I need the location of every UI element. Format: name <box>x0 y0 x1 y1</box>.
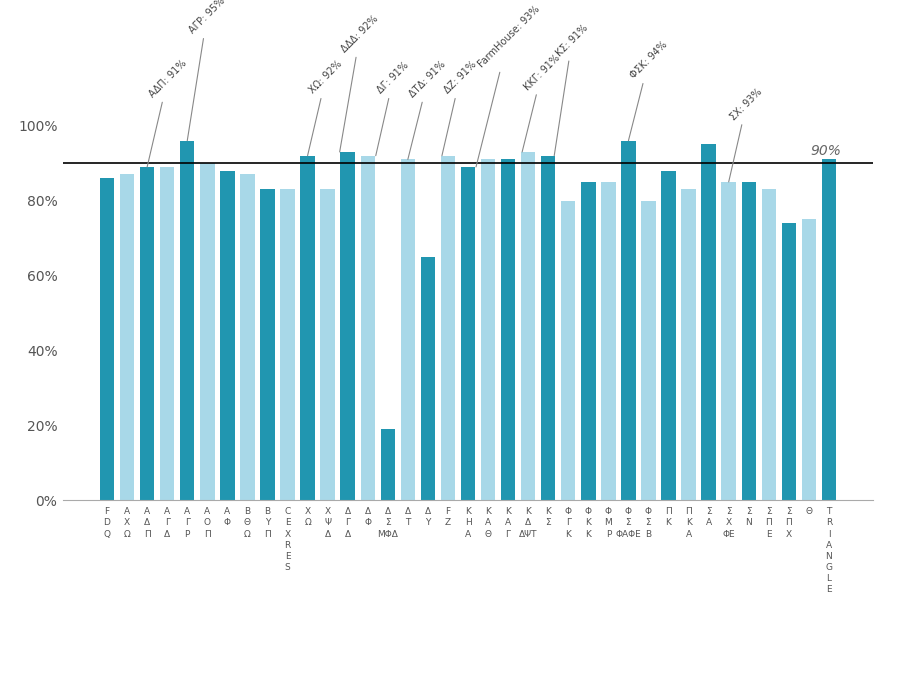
Text: AΓΡ: 95%: AΓΡ: 95% <box>187 0 227 140</box>
Text: Σ
Α: Σ Α <box>706 507 712 539</box>
Text: Σ
Π
X: Σ Π X <box>786 507 792 539</box>
Bar <box>761 190 776 500</box>
Text: AΔΠ: 91%: AΔΠ: 91% <box>147 58 188 167</box>
Bar <box>220 171 235 500</box>
Text: C
Ε
X
R
E
S: C Ε X R E S <box>284 507 291 572</box>
Bar <box>581 182 596 500</box>
Bar <box>662 171 676 500</box>
Bar <box>822 159 836 500</box>
Bar <box>361 156 375 500</box>
Text: X
Ψ
Δ: X Ψ Δ <box>324 507 331 539</box>
Text: ΦΣK: 94%: ΦΣK: 94% <box>628 40 670 140</box>
Bar <box>340 152 355 500</box>
Text: K
Δ
ΔΨT: K Δ ΔΨT <box>519 507 537 539</box>
Text: XΩ: 92%: XΩ: 92% <box>308 59 345 156</box>
Bar <box>541 156 555 500</box>
Text: B
Θ
Ω: B Θ Ω <box>244 507 251 539</box>
Text: A
Φ: A Φ <box>224 507 231 539</box>
Text: ΔTΔ: 91%: ΔTΔ: 91% <box>408 59 448 159</box>
Bar <box>781 223 797 500</box>
Bar <box>621 140 635 500</box>
Bar <box>200 163 214 500</box>
Bar <box>501 159 516 500</box>
Bar <box>681 190 696 500</box>
Text: ΔΓ: 91%: ΔΓ: 91% <box>376 60 411 156</box>
Bar <box>381 430 395 500</box>
Text: K
A
Θ: K A Θ <box>484 507 491 539</box>
Text: Φ
Γ
K: Φ Γ K <box>565 507 572 539</box>
Bar <box>420 257 435 500</box>
Text: KΣ: 91%: KΣ: 91% <box>554 23 590 156</box>
Text: Φ
M
Ρ: Φ M Ρ <box>605 507 612 539</box>
Bar <box>701 145 716 500</box>
Bar <box>140 167 155 500</box>
Bar <box>260 190 274 500</box>
Text: Δ
Φ: Δ Φ <box>364 507 371 539</box>
Bar <box>802 220 816 500</box>
Bar <box>301 156 315 500</box>
Text: Θ: Θ <box>806 507 813 539</box>
Bar <box>320 190 335 500</box>
Text: Φ
Σ
ΦΑΦΕ: Φ Σ ΦΑΦΕ <box>616 507 642 539</box>
Text: Δ
Σ
MΦΔ: Δ Σ MΦΔ <box>377 507 398 539</box>
Text: Σ
N: Σ N <box>745 507 752 539</box>
Text: Δ
T: Δ T <box>405 507 411 539</box>
Text: Π
K: Π K <box>665 507 672 539</box>
Text: B
Υ
Π: B Υ Π <box>264 507 271 539</box>
Text: A
Γ
Ρ: A Γ Ρ <box>184 507 190 539</box>
Bar <box>180 140 194 500</box>
Bar <box>521 152 535 500</box>
Bar <box>722 182 736 500</box>
Text: ΔZ: 91%: ΔZ: 91% <box>442 60 478 156</box>
Text: FarmHouse: 93%: FarmHouse: 93% <box>476 4 542 167</box>
Text: K
Σ: K Σ <box>545 507 551 539</box>
Bar <box>481 159 495 500</box>
Bar <box>742 182 756 500</box>
Bar <box>601 182 616 500</box>
Bar <box>441 156 455 500</box>
Text: Φ
K
K: Φ K K <box>585 507 592 539</box>
Text: 90%: 90% <box>810 144 841 158</box>
Text: K
H
A: K H A <box>464 507 472 539</box>
Text: Δ
Y: Δ Y <box>425 507 431 539</box>
Bar <box>160 167 175 500</box>
Bar <box>400 159 415 500</box>
Text: A
X
Ω: A X Ω <box>123 507 130 539</box>
Text: T
R
I
A
N
G
L
E: T R I A N G L E <box>825 507 833 594</box>
Text: K
A
Γ: K A Γ <box>505 507 511 539</box>
Bar <box>240 174 255 500</box>
Text: Φ
Σ
B: Φ Σ B <box>645 507 652 539</box>
Text: A
Γ
Δ: A Γ Δ <box>164 507 170 539</box>
Text: Δ
Γ
Δ: Δ Γ Δ <box>345 507 351 539</box>
Text: ΣX: 93%: ΣX: 93% <box>729 86 764 182</box>
Bar <box>561 201 575 500</box>
Text: F
D
Q: F D Q <box>104 507 111 539</box>
Bar <box>100 178 114 500</box>
Text: Σ
Π
E: Σ Π E <box>765 507 772 539</box>
Bar <box>642 201 656 500</box>
Bar <box>280 190 294 500</box>
Text: Σ
X
ΦΕ: Σ X ΦΕ <box>723 507 735 539</box>
Text: F
Z: F Z <box>445 507 451 539</box>
Text: A
Ο
Π: A Ο Π <box>203 507 211 539</box>
Text: KKΓ: 91%: KKΓ: 91% <box>522 52 562 152</box>
Bar <box>120 174 134 500</box>
Text: A
Δ
Π: A Δ Π <box>144 507 150 539</box>
Text: Π
K
Α: Π K Α <box>685 507 692 539</box>
Text: X
Ω: X Ω <box>304 507 310 539</box>
Bar <box>461 167 475 500</box>
Text: ΔΔΔ: 92%: ΔΔΔ: 92% <box>339 14 381 152</box>
